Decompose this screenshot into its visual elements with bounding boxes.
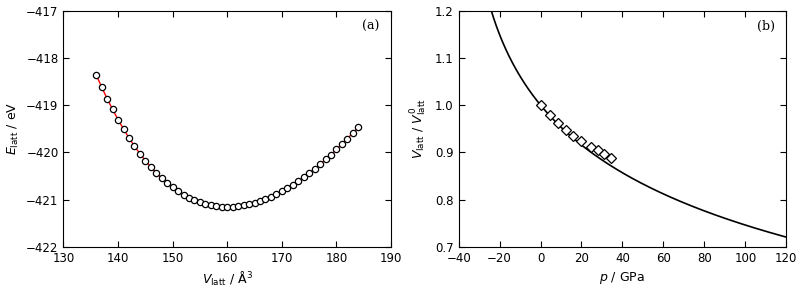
X-axis label: $p$ / GPa: $p$ / GPa [599,270,645,286]
Y-axis label: $V_\mathrm{latt}$ / $V^0_\mathrm{latt}$: $V_\mathrm{latt}$ / $V^0_\mathrm{latt}$ [409,98,429,159]
Y-axis label: $E_\mathrm{latt}$ / eV: $E_\mathrm{latt}$ / eV [6,102,21,155]
Text: (b): (b) [755,20,774,33]
X-axis label: $V_\mathrm{latt}$ / Å$^3$: $V_\mathrm{latt}$ / Å$^3$ [201,270,253,288]
Text: (a): (a) [361,20,379,33]
